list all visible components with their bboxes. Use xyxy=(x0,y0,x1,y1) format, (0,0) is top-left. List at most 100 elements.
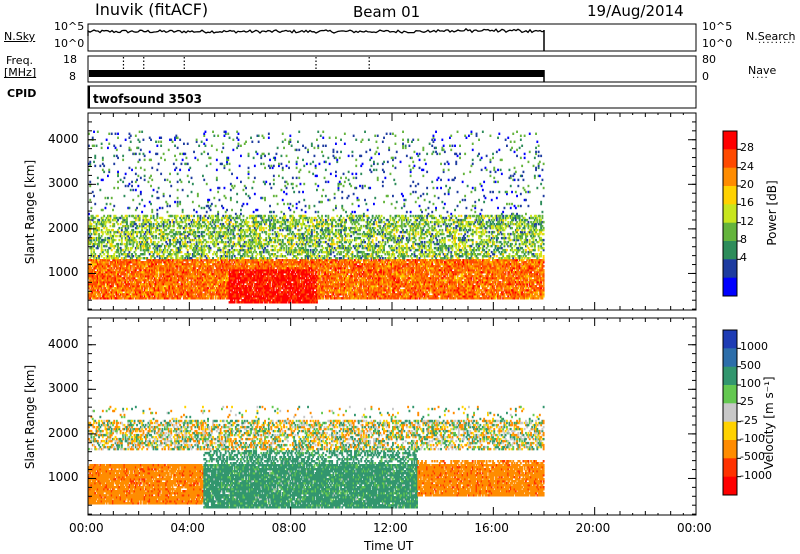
power-cell xyxy=(101,158,104,162)
power-cell xyxy=(126,265,128,268)
power-cell xyxy=(136,246,138,250)
power-cell xyxy=(90,295,93,298)
power-cell xyxy=(152,188,155,192)
power-cell xyxy=(141,244,144,248)
power-cell xyxy=(150,255,152,258)
power-cell xyxy=(123,230,126,234)
power-cell xyxy=(131,214,133,218)
power-cell xyxy=(148,244,151,248)
power-cell xyxy=(142,261,145,264)
power-cell xyxy=(118,259,121,262)
power-cell xyxy=(175,158,178,162)
power-cell xyxy=(124,269,127,272)
power-cell xyxy=(155,269,157,272)
power-cell xyxy=(105,138,108,142)
power-cell xyxy=(96,265,99,268)
power-cell xyxy=(103,287,106,290)
power-cell xyxy=(145,230,147,234)
power-cell xyxy=(131,265,133,268)
power-cell xyxy=(133,261,136,264)
power-cell xyxy=(146,273,149,276)
power-cell xyxy=(269,182,271,186)
power-cell xyxy=(99,267,102,270)
power-cell xyxy=(96,218,99,222)
power-cell xyxy=(134,248,137,252)
power-cell xyxy=(148,150,151,154)
power-cell xyxy=(157,265,160,268)
power-cell xyxy=(137,275,140,278)
power-cell xyxy=(89,184,92,188)
power-cell xyxy=(155,236,157,240)
power-cell xyxy=(105,259,108,262)
power-cell xyxy=(151,232,154,236)
power-cell xyxy=(145,214,147,218)
power-cell xyxy=(91,136,94,140)
power-cell xyxy=(186,174,189,178)
power-cell xyxy=(155,244,157,248)
power-cell xyxy=(93,250,95,254)
power-cell xyxy=(113,281,116,284)
power-cell xyxy=(98,265,100,268)
power-cell xyxy=(105,226,108,230)
power-cell xyxy=(90,240,93,244)
power-cell xyxy=(156,297,159,300)
power-cell xyxy=(262,226,265,230)
power-cell xyxy=(152,214,155,218)
power-cell xyxy=(132,228,135,232)
power-cell xyxy=(183,214,185,218)
power-cell xyxy=(145,216,147,220)
power-cell xyxy=(126,216,128,220)
power-cell xyxy=(128,236,131,240)
power-cell xyxy=(128,279,131,282)
power-cell xyxy=(245,240,247,244)
power-cell xyxy=(166,210,169,214)
power-cell xyxy=(122,259,125,262)
power-cell xyxy=(153,273,156,276)
power-cell xyxy=(179,200,182,204)
power-cell xyxy=(96,293,99,296)
power-cell xyxy=(143,275,146,278)
power-cell xyxy=(93,261,95,264)
power-cell xyxy=(117,275,119,278)
power-cell xyxy=(139,232,142,236)
power-cell xyxy=(117,259,119,262)
power-cell xyxy=(139,291,142,294)
power-cell xyxy=(105,263,108,266)
power-cell xyxy=(148,281,151,284)
power-cell xyxy=(124,238,127,242)
power-cell xyxy=(275,244,278,248)
power-cell xyxy=(94,281,97,284)
power-cell xyxy=(91,236,94,240)
power-cell xyxy=(184,152,187,156)
power-cell xyxy=(157,295,160,298)
power-cell xyxy=(90,214,93,218)
power-cell xyxy=(127,277,130,280)
power-cell xyxy=(229,188,232,192)
power-cell xyxy=(96,236,99,240)
power-cell xyxy=(112,289,114,292)
power-cell xyxy=(117,136,119,140)
power-cell xyxy=(212,253,214,256)
power-cell xyxy=(89,289,92,292)
power-cell xyxy=(100,244,103,248)
power-cell xyxy=(142,277,145,280)
power-cell xyxy=(142,285,145,288)
power-cell xyxy=(101,285,104,288)
power-cell xyxy=(113,162,116,166)
power-cell xyxy=(143,158,146,162)
power-cell xyxy=(110,196,113,200)
power-cell xyxy=(93,279,95,282)
power-cell xyxy=(137,281,140,284)
power-cell xyxy=(141,230,144,234)
power-cell xyxy=(88,273,90,276)
power-cell xyxy=(136,297,138,300)
power-cell xyxy=(148,261,151,264)
power-cell xyxy=(158,295,161,298)
power-cell xyxy=(108,295,111,298)
power-cell xyxy=(260,240,263,244)
power-cell xyxy=(114,132,117,136)
power-cell xyxy=(128,146,131,150)
power-cell xyxy=(100,216,103,220)
power-cell xyxy=(120,271,123,274)
power-cell xyxy=(124,259,127,262)
